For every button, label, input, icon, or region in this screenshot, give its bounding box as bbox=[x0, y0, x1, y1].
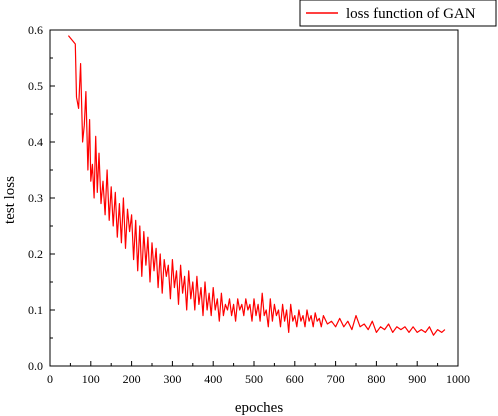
x-tick-label: 200 bbox=[123, 372, 141, 386]
y-tick-label: 0.5 bbox=[28, 79, 43, 93]
y-tick-label: 0.0 bbox=[28, 359, 43, 373]
x-tick-label: 900 bbox=[408, 372, 426, 386]
legend-box bbox=[299, 0, 497, 27]
x-tick-label: 700 bbox=[327, 372, 345, 386]
x-tick-label: 1000 bbox=[446, 372, 470, 386]
y-tick-label: 0.4 bbox=[28, 135, 43, 149]
plot-layer bbox=[67, 35, 446, 336]
x-tick-label: 600 bbox=[286, 372, 304, 386]
x-tick-label: 400 bbox=[204, 372, 222, 386]
axes-layer: 0 100 200 300 400 500 600 700 800 900 1000 0.0 0.1 0.… bbox=[28, 23, 470, 386]
y-tick-label: 0.6 bbox=[28, 23, 43, 37]
x-tick-label: 100 bbox=[82, 372, 100, 386]
x-tick-label: 800 bbox=[367, 372, 385, 386]
x-axis-title: epoches bbox=[235, 400, 283, 416]
x-tick-label: 0 bbox=[47, 372, 53, 386]
legend: loss function of GAN bbox=[299, 0, 497, 27]
series-line-loss bbox=[67, 35, 446, 336]
y-tick-label: 0.1 bbox=[28, 303, 43, 317]
y-tick-label: 0.2 bbox=[28, 247, 43, 261]
x-tick-label: 300 bbox=[163, 372, 181, 386]
y-tick-label: 0.3 bbox=[28, 191, 43, 205]
x-tick-label: 500 bbox=[245, 372, 263, 386]
legend-label: loss function of GAN bbox=[346, 6, 476, 22]
y-axis-title: test loss bbox=[2, 176, 18, 224]
